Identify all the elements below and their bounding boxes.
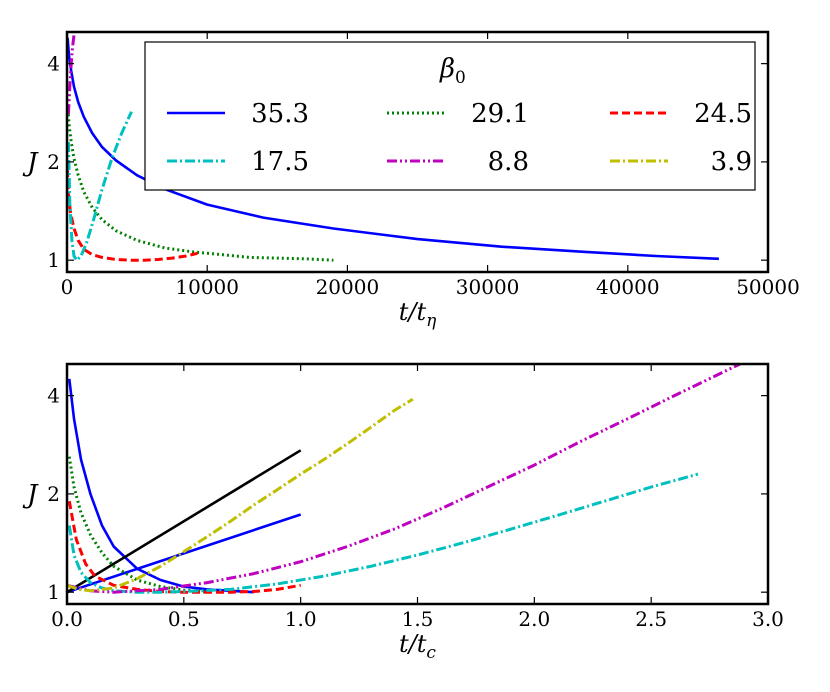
x-tick-label: 30000 — [456, 275, 520, 299]
chart-bottom: 0.0 0.5 1.0 1.5 2.0 2.5 3.0 1 2 4 Jt/tc — [22, 362, 784, 663]
x-tick-label: 50000 — [736, 275, 800, 299]
x-tick-label: 2.5 — [635, 607, 667, 631]
series-line-35-3 — [67, 37, 719, 261]
legend-label-29-1: 29.1 — [471, 99, 529, 129]
series-line-reference-blue- — [67, 513, 302, 594]
x-tick-label: 3.0 — [752, 607, 784, 631]
x-tick-label: 40000 — [596, 275, 660, 299]
series-group — [67, 364, 741, 594]
x-tick-label: 1.5 — [402, 607, 434, 631]
series-line-29-1 — [67, 456, 208, 594]
x-tick-label: 2.0 — [518, 607, 550, 631]
y-tick-label: 1 — [47, 580, 60, 604]
series-group — [67, 34, 719, 262]
y-axis-label: J — [22, 148, 39, 178]
legend-title: β0 — [439, 54, 466, 88]
x-tick-label: 0 — [61, 275, 74, 299]
y-tick-label: 4 — [47, 52, 60, 76]
x-tick-label: 0.0 — [51, 607, 83, 631]
x-tick-label: 10000 — [175, 275, 239, 299]
legend-box — [144, 41, 756, 191]
chart-top: 0 10000 20000 30000 40000 50000 1 2 4 Jt/tη β0 35.3… — [22, 30, 800, 331]
legend-label-35-3: 35.3 — [251, 99, 309, 129]
y-tick-label: 2 — [47, 482, 60, 506]
x-tick-label: 1.0 — [285, 607, 317, 631]
y-tick-label: 2 — [47, 150, 60, 174]
y-axis-label: J — [22, 480, 39, 510]
x-tick-label: 20000 — [316, 275, 380, 299]
legend-label-17-5: 17.5 — [251, 147, 309, 177]
y-tick-label: 4 — [47, 384, 60, 408]
legend: β0 35.3 29.1 24.5 17.5 8.8 3.9 — [144, 41, 756, 191]
x-axis-label: t/tη — [399, 298, 437, 331]
plot-frame — [65, 30, 770, 274]
x-axis-label: t/tc — [399, 630, 436, 663]
series-line-17-5 — [67, 111, 133, 262]
x-tick-label: 0.5 — [168, 607, 200, 631]
series-line-29-1 — [67, 104, 334, 262]
series-line-reference-black- — [67, 449, 302, 594]
series-line-3-9 — [67, 397, 414, 593]
legend-label-8-8: 8.8 — [488, 147, 529, 177]
series-line-8-8 — [67, 364, 741, 594]
legend-label-3-9: 3.9 — [711, 147, 752, 177]
legend-label-24-5: 24.5 — [694, 99, 752, 129]
y-tick-label: 1 — [47, 248, 60, 272]
